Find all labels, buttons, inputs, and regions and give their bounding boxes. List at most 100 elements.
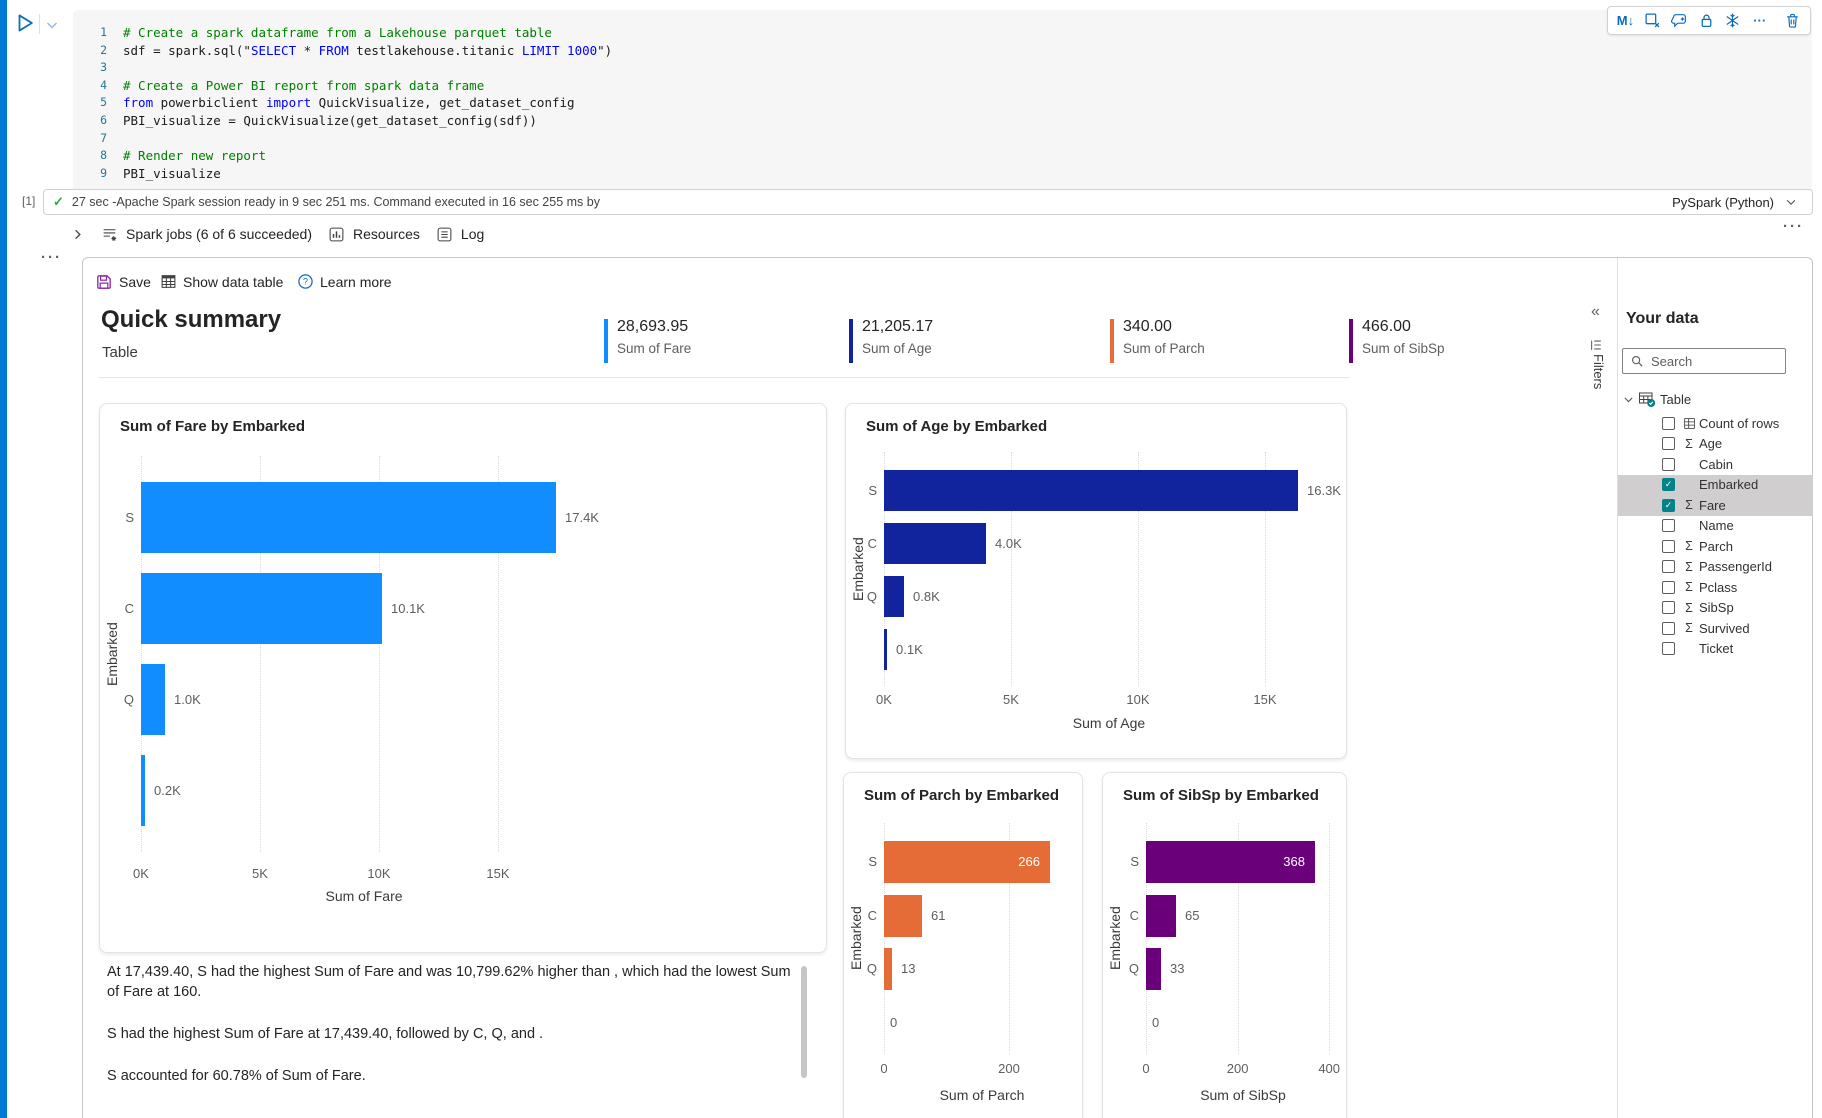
x-tick-label: 200 bbox=[998, 1061, 1020, 1076]
checkbox-unchecked[interactable] bbox=[1662, 416, 1675, 430]
bar[interactable] bbox=[141, 755, 145, 826]
resources-tab-label[interactable]: Resources bbox=[353, 226, 420, 242]
expand-jobs-chevron-icon[interactable] bbox=[70, 227, 85, 242]
run-options-chevron-icon[interactable] bbox=[44, 17, 62, 33]
kpi-card: 28,693.95 Sum of Fare bbox=[604, 318, 804, 364]
lock-cell-icon[interactable] bbox=[1695, 10, 1718, 32]
bar[interactable] bbox=[141, 664, 165, 735]
sigma-icon: Σ bbox=[1685, 600, 1693, 615]
x-tick-label: 15K bbox=[486, 866, 510, 881]
field-row-count-of-rows[interactable]: Count of rows bbox=[1618, 413, 1813, 434]
output-more-options-icon[interactable]: ··· bbox=[41, 249, 62, 266]
checkbox-unchecked[interactable] bbox=[1662, 580, 1675, 594]
field-row-name[interactable]: Name bbox=[1618, 516, 1813, 537]
gridline bbox=[1329, 823, 1331, 1054]
expand-pane-icon[interactable] bbox=[1589, 338, 1603, 357]
line-number: 2 bbox=[100, 42, 107, 57]
value-label: 17.4K bbox=[565, 509, 599, 525]
field-row-parch[interactable]: Σ Parch bbox=[1618, 536, 1813, 557]
bar[interactable] bbox=[141, 482, 556, 553]
bar[interactable] bbox=[1146, 895, 1176, 937]
code-line[interactable]: 9 PBI_visualize bbox=[73, 165, 1812, 183]
help-icon: ? bbox=[298, 274, 313, 289]
field-row-passengerid[interactable]: Σ PassengerId bbox=[1618, 557, 1813, 578]
checkbox-unchecked[interactable] bbox=[1662, 621, 1675, 635]
code-line[interactable]: 2 sdf = spark.sql("SELECT * FROM testlake… bbox=[73, 42, 1812, 60]
checkbox-unchecked[interactable] bbox=[1662, 457, 1675, 471]
field-row-survived[interactable]: Σ Survived bbox=[1618, 618, 1813, 639]
x-tick-label: 0 bbox=[1142, 1061, 1150, 1076]
chart-card: Sum of Fare by Embarked Embarked 0K 5K 10K 15… bbox=[99, 403, 827, 953]
bar[interactable] bbox=[884, 841, 1050, 883]
code-text: PBI_visualize = QuickVisualize(get_datas… bbox=[123, 112, 537, 128]
code-line[interactable]: 1 # Create a spark dataframe from a Lakeh… bbox=[73, 24, 1812, 42]
checkbox-checked[interactable]: ✓ bbox=[1662, 498, 1675, 512]
bar[interactable] bbox=[1146, 948, 1161, 990]
checkbox-unchecked[interactable] bbox=[1662, 519, 1675, 533]
checkbox-unchecked[interactable] bbox=[1662, 601, 1675, 615]
bar[interactable] bbox=[884, 523, 986, 564]
field-row-cabin[interactable]: Cabin bbox=[1618, 454, 1813, 475]
bar[interactable] bbox=[884, 895, 922, 937]
report-title: Quick summary bbox=[101, 306, 282, 333]
bar[interactable] bbox=[884, 576, 904, 617]
code-line[interactable]: 4 # Create a Power BI report from spark d… bbox=[73, 77, 1812, 95]
field-row-sibsp[interactable]: Σ SibSp bbox=[1618, 598, 1813, 619]
value-label: 33 bbox=[1170, 961, 1185, 976]
learn-more-link[interactable]: ? Learn more bbox=[297, 273, 392, 290]
narrative-scrollbar[interactable] bbox=[801, 966, 807, 1078]
field-row-pclass[interactable]: Σ Pclass bbox=[1618, 577, 1813, 598]
field-label: Cabin bbox=[1699, 456, 1733, 472]
field-row-ticket[interactable]: Ticket bbox=[1618, 639, 1813, 660]
save-label: Save bbox=[119, 274, 151, 290]
field-row-age[interactable]: Σ Age bbox=[1618, 434, 1813, 455]
collapse-pane-icon[interactable]: « bbox=[1591, 303, 1600, 320]
run-cell-button[interactable] bbox=[14, 12, 38, 36]
spark-jobs-label[interactable]: Spark jobs (6 of 6 succeeded) bbox=[126, 226, 312, 242]
field-row-embarked[interactable]: ✓ Embarked bbox=[1618, 474, 1813, 495]
more-options-icon[interactable]: ··· bbox=[1783, 218, 1804, 235]
language-selector[interactable]: PySpark (Python) bbox=[1672, 195, 1798, 210]
bar[interactable] bbox=[141, 573, 382, 644]
bar[interactable] bbox=[884, 470, 1298, 511]
checkbox-unchecked[interactable] bbox=[1662, 437, 1675, 451]
filters-pane-label[interactable]: Filters bbox=[1591, 354, 1606, 390]
checkbox-unchecked[interactable] bbox=[1662, 560, 1675, 574]
bar[interactable] bbox=[1146, 841, 1315, 883]
kpi-card: 466.00 Sum of SibSp bbox=[1349, 318, 1549, 364]
code-line[interactable]: 5 from powerbiclient import QuickVisualiz… bbox=[73, 94, 1812, 112]
bar[interactable] bbox=[884, 629, 887, 670]
table-tree-node[interactable]: Table bbox=[1622, 388, 1812, 410]
insight-text: S had the highest Sum of Fare at 17,439.… bbox=[107, 1026, 544, 1042]
code-line[interactable]: 6 PBI_visualize = QuickVisualize(get_data… bbox=[73, 112, 1812, 130]
markdown-icon[interactable]: M↓ bbox=[1616, 13, 1635, 28]
field-row-fare[interactable]: ✓ Σ Fare bbox=[1618, 495, 1813, 516]
code-line[interactable]: 8 # Render new report bbox=[73, 147, 1812, 165]
search-input[interactable] bbox=[1651, 353, 1771, 369]
freeze-cell-icon[interactable] bbox=[1721, 10, 1744, 32]
log-tab-label[interactable]: Log bbox=[460, 226, 485, 242]
svg-text:?: ? bbox=[303, 277, 308, 287]
code-editor[interactable]: 1 # Create a spark dataframe from a Lakeh… bbox=[73, 10, 1812, 190]
code-line[interactable]: 7 bbox=[73, 130, 1812, 148]
checkbox-unchecked[interactable] bbox=[1662, 642, 1675, 656]
code-line[interactable]: 3 bbox=[73, 59, 1812, 77]
more-options-icon[interactable]: ··· bbox=[1753, 13, 1767, 28]
checkbox-unchecked[interactable] bbox=[1662, 539, 1675, 553]
show-data-table-button[interactable]: Show data table bbox=[160, 273, 283, 290]
gridline bbox=[260, 456, 261, 852]
checkbox-checked[interactable]: ✓ bbox=[1662, 478, 1675, 492]
save-button[interactable]: Save bbox=[95, 273, 151, 291]
gridline bbox=[141, 456, 142, 852]
category-label: C bbox=[124, 600, 134, 616]
field-search-box[interactable] bbox=[1622, 348, 1786, 374]
value-label: 1.0K bbox=[174, 691, 201, 707]
sigma-icon: Σ bbox=[1685, 498, 1693, 513]
line-number: 6 bbox=[100, 112, 107, 127]
add-comment-icon[interactable] bbox=[1668, 10, 1691, 32]
bar[interactable] bbox=[884, 948, 892, 990]
clear-output-icon[interactable] bbox=[1641, 10, 1664, 32]
chart-card: Sum of SibSp by Embarked Embarked 0 200 400 S… bbox=[1102, 772, 1347, 1118]
kpi-card: 21,205.17 Sum of Age bbox=[849, 318, 1049, 364]
delete-cell-icon[interactable] bbox=[1781, 10, 1804, 32]
